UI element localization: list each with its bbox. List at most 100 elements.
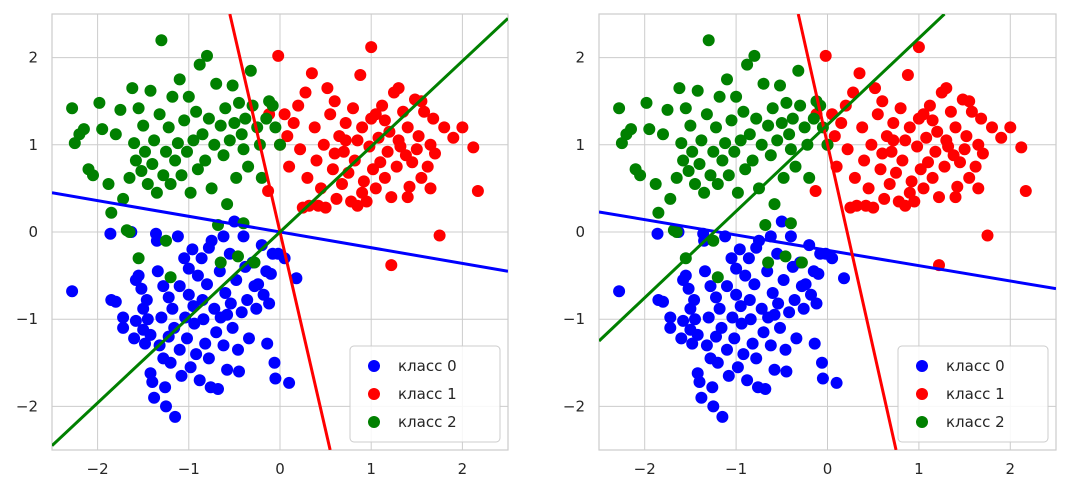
data-point [686,337,699,350]
data-point [844,201,857,214]
data-point [874,163,887,176]
data-point [168,321,181,334]
data-point [214,119,227,132]
data-point [797,302,810,315]
data-point [424,182,437,195]
data-point [137,302,150,315]
legend-label: класс 2 [398,413,457,431]
data-point [144,328,157,341]
data-point [686,145,699,158]
data-point [691,328,704,341]
data-point [123,226,136,238]
data-point [471,185,484,197]
data-point [202,241,215,254]
data-point [695,391,708,404]
data-point [779,343,792,356]
data-point [896,154,909,167]
data-point [766,287,779,299]
data-point [894,102,907,115]
y-tick-label: −2 [16,397,38,415]
data-point [257,288,270,301]
data-point [640,96,653,109]
data-point [266,99,279,112]
data-point [731,361,744,374]
data-point [903,186,916,199]
data-point [193,374,206,387]
data-point [233,365,245,378]
data-point [960,130,973,143]
data-point [995,131,1008,144]
data-point [722,169,735,182]
data-point [255,171,268,184]
data-point [250,302,263,315]
data-point [942,140,955,153]
data-point [784,217,797,230]
data-point [217,339,230,352]
data-point [798,121,811,134]
decision-line [796,14,898,450]
data-point [730,288,743,301]
data-point [777,274,790,286]
data-point [148,391,161,404]
data-point [816,372,829,385]
data-point [272,49,285,62]
data-point [208,138,221,151]
data-point [682,165,695,177]
data-point [232,250,244,263]
data-point [212,383,224,395]
data-point [917,182,930,195]
data-point [748,49,761,62]
data-point [883,178,896,190]
data-point [175,169,188,182]
data-point [721,73,733,86]
data-point [986,121,998,134]
data-point [164,356,177,369]
data-point [963,95,976,108]
data-point [731,186,744,199]
legend-label: класс 1 [398,385,457,403]
data-point [707,145,720,158]
data-point [148,134,161,147]
data-point [905,175,918,188]
plot-frame [598,13,1057,451]
data-point [759,219,772,231]
decision-line [52,17,508,447]
data-point [283,160,296,173]
data-point [184,186,197,199]
data-point [613,102,626,115]
data-point [722,369,735,382]
data-point [734,134,747,147]
legend-marker [916,388,928,400]
data-point [287,117,300,129]
data-point [210,77,223,90]
data-point [326,163,339,176]
data-point [292,99,305,112]
data-point [182,288,195,301]
data-point [810,297,823,310]
data-point [949,121,962,134]
data-point [750,241,763,254]
data-point [175,369,188,382]
data-point [772,297,785,310]
series-class-2 [66,34,286,284]
y-tick-label: 1 [28,136,38,154]
data-point [755,138,768,151]
series-class-1 [262,41,484,272]
data-point [104,227,117,240]
data-point [670,226,683,238]
data-point [213,265,226,278]
data-point [816,356,828,369]
data-point [150,186,163,199]
data-point [954,156,966,169]
data-point [664,311,677,324]
data-point [197,313,210,326]
data-point [670,171,683,184]
data-point [171,137,184,150]
data-point [181,145,193,158]
data-point [447,131,460,144]
data-point [771,134,784,147]
data-point [105,206,118,219]
data-point [244,64,257,77]
data-point [357,175,370,188]
data-point [144,84,157,97]
